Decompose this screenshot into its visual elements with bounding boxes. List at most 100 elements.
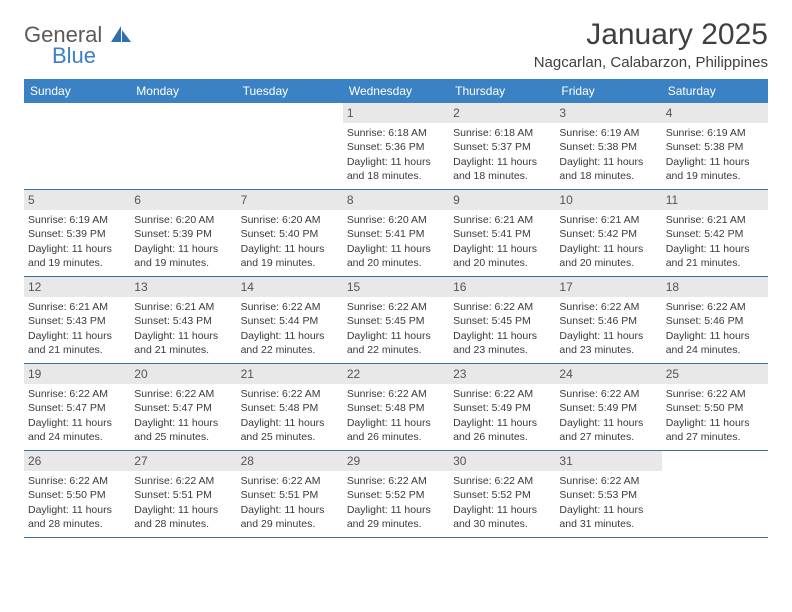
day-number: 28 bbox=[237, 451, 343, 471]
day-info-line: Sunrise: 6:22 AM bbox=[666, 300, 764, 314]
day-cell bbox=[237, 103, 343, 189]
day-cell: 18Sunrise: 6:22 AMSunset: 5:46 PMDayligh… bbox=[662, 277, 768, 363]
day-info-line: and 26 minutes. bbox=[453, 430, 551, 444]
day-number: 15 bbox=[343, 277, 449, 297]
day-cell: 24Sunrise: 6:22 AMSunset: 5:49 PMDayligh… bbox=[555, 364, 661, 450]
day-info-line: Daylight: 11 hours bbox=[453, 503, 551, 517]
day-info-line: Sunset: 5:46 PM bbox=[559, 314, 657, 328]
weekday-header-cell: Monday bbox=[130, 79, 236, 103]
day-number: 21 bbox=[237, 364, 343, 384]
day-info-line: Sunset: 5:43 PM bbox=[134, 314, 232, 328]
day-info-line: Sunrise: 6:21 AM bbox=[453, 213, 551, 227]
day-info-line: Sunrise: 6:21 AM bbox=[28, 300, 126, 314]
day-info-line: and 30 minutes. bbox=[453, 517, 551, 531]
day-info-line: Daylight: 11 hours bbox=[666, 155, 764, 169]
day-cell: 3Sunrise: 6:19 AMSunset: 5:38 PMDaylight… bbox=[555, 103, 661, 189]
day-info-line: and 23 minutes. bbox=[559, 343, 657, 357]
day-info-line: Sunset: 5:45 PM bbox=[453, 314, 551, 328]
day-cell: 20Sunrise: 6:22 AMSunset: 5:47 PMDayligh… bbox=[130, 364, 236, 450]
day-info-line: Sunrise: 6:21 AM bbox=[134, 300, 232, 314]
day-number: 7 bbox=[237, 190, 343, 210]
day-cell: 15Sunrise: 6:22 AMSunset: 5:45 PMDayligh… bbox=[343, 277, 449, 363]
day-info-line: and 18 minutes. bbox=[559, 169, 657, 183]
week-row: 1Sunrise: 6:18 AMSunset: 5:36 PMDaylight… bbox=[24, 103, 768, 190]
day-info-line: Sunset: 5:42 PM bbox=[666, 227, 764, 241]
day-info-line: Sunrise: 6:22 AM bbox=[241, 474, 339, 488]
day-cell: 11Sunrise: 6:21 AMSunset: 5:42 PMDayligh… bbox=[662, 190, 768, 276]
day-info-line: Daylight: 11 hours bbox=[134, 503, 232, 517]
day-info-line: Sunrise: 6:22 AM bbox=[28, 474, 126, 488]
day-number: 9 bbox=[449, 190, 555, 210]
day-cell: 8Sunrise: 6:20 AMSunset: 5:41 PMDaylight… bbox=[343, 190, 449, 276]
day-info-line: Sunrise: 6:22 AM bbox=[453, 300, 551, 314]
day-info-line: and 22 minutes. bbox=[347, 343, 445, 357]
day-info-line: and 29 minutes. bbox=[241, 517, 339, 531]
day-number: 3 bbox=[555, 103, 661, 123]
day-cell: 25Sunrise: 6:22 AMSunset: 5:50 PMDayligh… bbox=[662, 364, 768, 450]
day-info-line: and 27 minutes. bbox=[559, 430, 657, 444]
day-number: 16 bbox=[449, 277, 555, 297]
day-info-line: Sunrise: 6:20 AM bbox=[134, 213, 232, 227]
day-info-line: Daylight: 11 hours bbox=[347, 155, 445, 169]
day-info-line: Sunset: 5:48 PM bbox=[241, 401, 339, 415]
weekday-header-cell: Saturday bbox=[662, 79, 768, 103]
day-info-line: Daylight: 11 hours bbox=[559, 503, 657, 517]
weekday-header-cell: Tuesday bbox=[237, 79, 343, 103]
day-cell: 9Sunrise: 6:21 AMSunset: 5:41 PMDaylight… bbox=[449, 190, 555, 276]
day-cell: 17Sunrise: 6:22 AMSunset: 5:46 PMDayligh… bbox=[555, 277, 661, 363]
day-info-line: and 19 minutes. bbox=[28, 256, 126, 270]
day-info-line: Daylight: 11 hours bbox=[453, 416, 551, 430]
brand-logo: General Blue bbox=[24, 24, 133, 69]
day-info-line: and 25 minutes. bbox=[134, 430, 232, 444]
day-cell: 14Sunrise: 6:22 AMSunset: 5:44 PMDayligh… bbox=[237, 277, 343, 363]
day-info-line: Sunrise: 6:22 AM bbox=[134, 387, 232, 401]
day-info-line: Daylight: 11 hours bbox=[241, 242, 339, 256]
calendar-grid: SundayMondayTuesdayWednesdayThursdayFrid… bbox=[24, 79, 768, 538]
day-info-line: Daylight: 11 hours bbox=[28, 242, 126, 256]
day-number: 25 bbox=[662, 364, 768, 384]
day-cell: 29Sunrise: 6:22 AMSunset: 5:52 PMDayligh… bbox=[343, 451, 449, 537]
week-row: 5Sunrise: 6:19 AMSunset: 5:39 PMDaylight… bbox=[24, 190, 768, 277]
day-info-line: Sunset: 5:41 PM bbox=[347, 227, 445, 241]
day-info-line: Sunrise: 6:22 AM bbox=[347, 474, 445, 488]
day-info-line: Daylight: 11 hours bbox=[28, 329, 126, 343]
day-number: 26 bbox=[24, 451, 130, 471]
day-number: 29 bbox=[343, 451, 449, 471]
location-text: Nagcarlan, Calabarzon, Philippines bbox=[534, 54, 768, 71]
day-info-line: and 22 minutes. bbox=[241, 343, 339, 357]
day-number: 14 bbox=[237, 277, 343, 297]
day-info-line: Sunrise: 6:22 AM bbox=[347, 387, 445, 401]
day-cell: 30Sunrise: 6:22 AMSunset: 5:52 PMDayligh… bbox=[449, 451, 555, 537]
day-cell: 22Sunrise: 6:22 AMSunset: 5:48 PMDayligh… bbox=[343, 364, 449, 450]
day-info-line: Daylight: 11 hours bbox=[559, 155, 657, 169]
week-row: 19Sunrise: 6:22 AMSunset: 5:47 PMDayligh… bbox=[24, 364, 768, 451]
day-info-line: Sunset: 5:52 PM bbox=[453, 488, 551, 502]
day-info-line: Daylight: 11 hours bbox=[347, 416, 445, 430]
day-info-line: Sunrise: 6:21 AM bbox=[559, 213, 657, 227]
day-info-line: Daylight: 11 hours bbox=[559, 242, 657, 256]
day-info-line: Daylight: 11 hours bbox=[241, 503, 339, 517]
day-info-line: Sunset: 5:47 PM bbox=[134, 401, 232, 415]
day-info-line: Sunrise: 6:22 AM bbox=[559, 474, 657, 488]
day-info-line: Sunset: 5:42 PM bbox=[559, 227, 657, 241]
day-cell: 26Sunrise: 6:22 AMSunset: 5:50 PMDayligh… bbox=[24, 451, 130, 537]
day-info-line: and 23 minutes. bbox=[453, 343, 551, 357]
day-info-line: Sunrise: 6:22 AM bbox=[134, 474, 232, 488]
day-number: 8 bbox=[343, 190, 449, 210]
day-info-line: and 31 minutes. bbox=[559, 517, 657, 531]
day-info-line: and 26 minutes. bbox=[347, 430, 445, 444]
sail-icon bbox=[111, 26, 133, 47]
day-cell bbox=[24, 103, 130, 189]
day-info-line: Sunset: 5:52 PM bbox=[347, 488, 445, 502]
day-info-line: Sunset: 5:36 PM bbox=[347, 140, 445, 154]
day-cell: 7Sunrise: 6:20 AMSunset: 5:40 PMDaylight… bbox=[237, 190, 343, 276]
header: General Blue January 2025 Nagcarlan, Cal… bbox=[24, 18, 768, 71]
day-number: 22 bbox=[343, 364, 449, 384]
day-info-line: Sunset: 5:51 PM bbox=[134, 488, 232, 502]
day-info-line: Sunset: 5:44 PM bbox=[241, 314, 339, 328]
day-info-line: Daylight: 11 hours bbox=[347, 242, 445, 256]
day-number: 30 bbox=[449, 451, 555, 471]
day-info-line: Sunset: 5:41 PM bbox=[453, 227, 551, 241]
day-info-line: and 19 minutes. bbox=[666, 169, 764, 183]
day-info-line: Sunrise: 6:19 AM bbox=[559, 126, 657, 140]
